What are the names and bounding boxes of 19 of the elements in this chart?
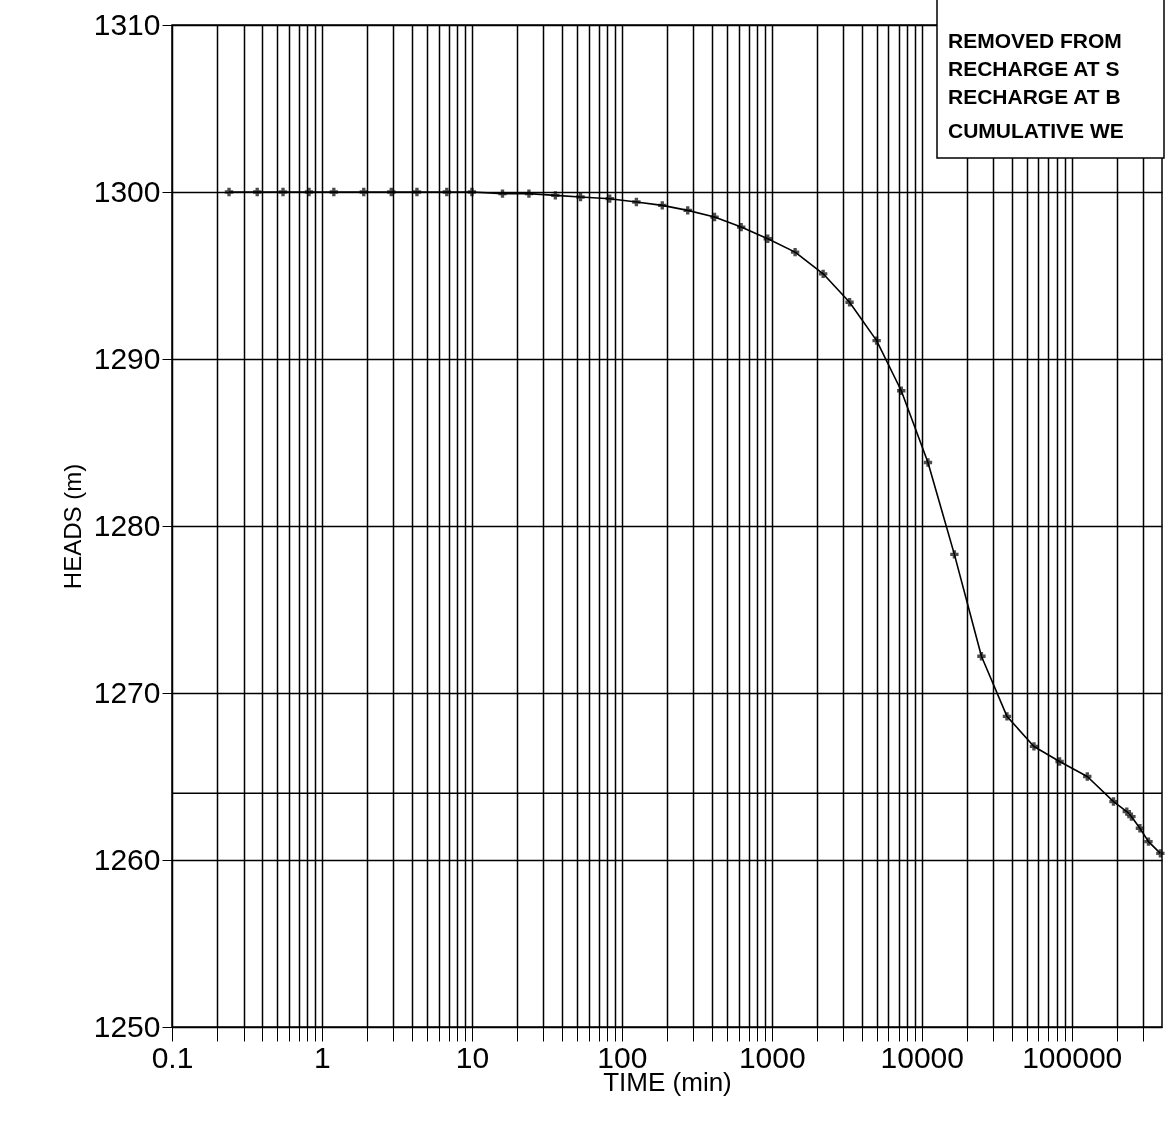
y-tick-label: 1270 (93, 675, 161, 709)
y-tick-label: 1280 (93, 508, 161, 542)
y-tick-label: 1250 (93, 1009, 161, 1043)
annotation: REMOVED FROM (948, 29, 1122, 52)
x-tick-label: 100000 (1022, 1040, 1123, 1074)
y-tick-label: 1300 (93, 174, 161, 208)
x-tick-label: 1 (314, 1040, 331, 1074)
x-tick-label: 0.1 (151, 1040, 194, 1074)
annotation: CUMULATIVE WE (948, 119, 1124, 142)
annotation: RECHARGE AT S (948, 57, 1120, 80)
annotation: RECHARGE AT B (948, 85, 1121, 108)
y-tick-label: 1260 (93, 842, 161, 876)
x-tick-label: 10000 (880, 1040, 964, 1074)
x-tick-label: 1000 (738, 1040, 806, 1074)
x-tick-label: 10 (455, 1040, 490, 1074)
y-axis-title: HEADS (m) (58, 463, 86, 590)
x-tick-label: 100 (597, 1040, 648, 1074)
y-tick-label: 1290 (93, 341, 161, 375)
y-tick-label: 1310 (93, 7, 161, 41)
